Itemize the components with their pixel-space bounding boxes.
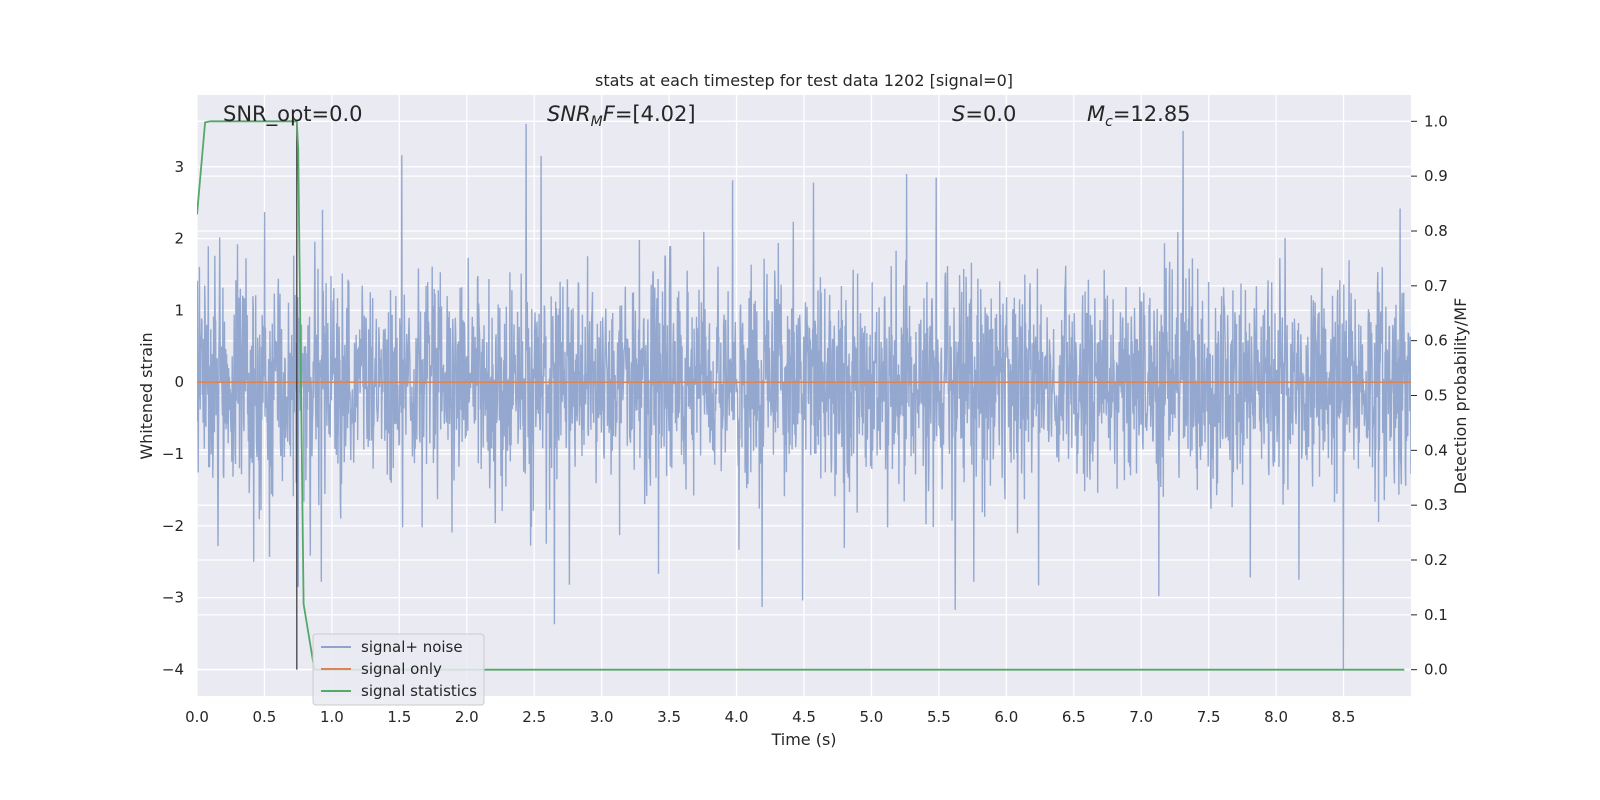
x-axis-ticks: 0.0 0.5 1.0 1.5 2.0 2.5 3.0 3.5 4.0 4.5 5.0 5.5 6.0 6…: [185, 708, 1355, 726]
annotation-snr-mf: SNRMF=[4.02]: [547, 102, 696, 130]
y-tick-label: −1: [162, 445, 184, 463]
x-tick-label: 8.5: [1332, 708, 1356, 726]
y-axis-right-ticks: 1.0 0.9 0.8 0.7 0.6 0.5 0.4 0.3 0.2 0.1 0.0: [1411, 112, 1448, 679]
y-right-tick-label: 0.8: [1424, 222, 1448, 240]
y-axis-right-label: Detection probability/MF: [1451, 298, 1470, 495]
y-right-tick-label: 0.7: [1424, 277, 1448, 295]
legend-label-signal-statistics: signal statistics: [361, 682, 477, 700]
annotation-snr-mf-value: =[4.02]: [615, 102, 696, 126]
y-right-tick-label: 1.0: [1424, 112, 1448, 130]
annotation-s-value: =0.0: [965, 102, 1016, 126]
x-tick-label: 0.5: [253, 708, 277, 726]
y-right-tick-label: 0.0: [1424, 661, 1448, 679]
x-tick-label: 6.5: [1062, 708, 1086, 726]
x-tick-label: 1.5: [387, 708, 411, 726]
y-right-tick-label: 0.5: [1424, 387, 1448, 405]
annotation-snr-opt: SNR_opt=0.0: [223, 102, 363, 127]
x-tick-label: 4.0: [725, 708, 749, 726]
x-tick-label: 1.0: [320, 708, 344, 726]
x-tick-label: 5.0: [860, 708, 884, 726]
y-right-tick-label: 0.4: [1424, 441, 1448, 459]
x-tick-label: 3.5: [657, 708, 681, 726]
y-right-tick-label: 0.3: [1424, 496, 1448, 514]
legend-label-signal-noise: signal+ noise: [361, 638, 463, 656]
x-axis-label: Time (s): [770, 730, 836, 749]
x-tick-label: 5.5: [927, 708, 951, 726]
y-axis-ticks: 3 2 1 0 −1 −2 −3 −4: [162, 158, 184, 679]
x-tick-label: 3.0: [590, 708, 614, 726]
legend-label-signal-only: signal only: [361, 660, 442, 678]
chart-title: stats at each timestep for test data 120…: [595, 71, 1013, 90]
y-tick-label: 2: [174, 230, 184, 248]
x-tick-label: 2.5: [522, 708, 546, 726]
y-axis-label: Whitened strain: [137, 332, 156, 459]
y-right-tick-label: 0.1: [1424, 606, 1448, 624]
legend: signal+ noise signal only signal statist…: [312, 633, 485, 706]
y-tick-label: −2: [162, 517, 184, 535]
x-tick-label: 4.5: [792, 708, 816, 726]
x-tick-label: 6.0: [994, 708, 1018, 726]
y-right-tick-label: 0.6: [1424, 332, 1448, 350]
x-tick-label: 0.0: [185, 708, 209, 726]
y-right-tick-label: 0.9: [1424, 167, 1448, 185]
y-tick-label: 0: [174, 373, 184, 391]
y-tick-label: −3: [162, 589, 184, 607]
annotation-mc: Mc=12.85: [1087, 102, 1191, 130]
y-tick-label: −4: [162, 660, 184, 678]
annotation-s: S=0.0: [952, 102, 1016, 126]
legend-box: [312, 633, 485, 706]
annotation-mc-value: =12.85: [1113, 102, 1191, 126]
x-tick-label: 7.0: [1129, 708, 1153, 726]
x-tick-label: 2.0: [455, 708, 479, 726]
x-tick-label: 7.5: [1197, 708, 1221, 726]
y-tick-label: 3: [174, 158, 184, 176]
y-tick-label: 1: [174, 301, 184, 319]
x-tick-label: 8.0: [1264, 708, 1288, 726]
y-right-tick-label: 0.2: [1424, 551, 1448, 569]
series-signal-noise-line: [197, 123, 1411, 670]
